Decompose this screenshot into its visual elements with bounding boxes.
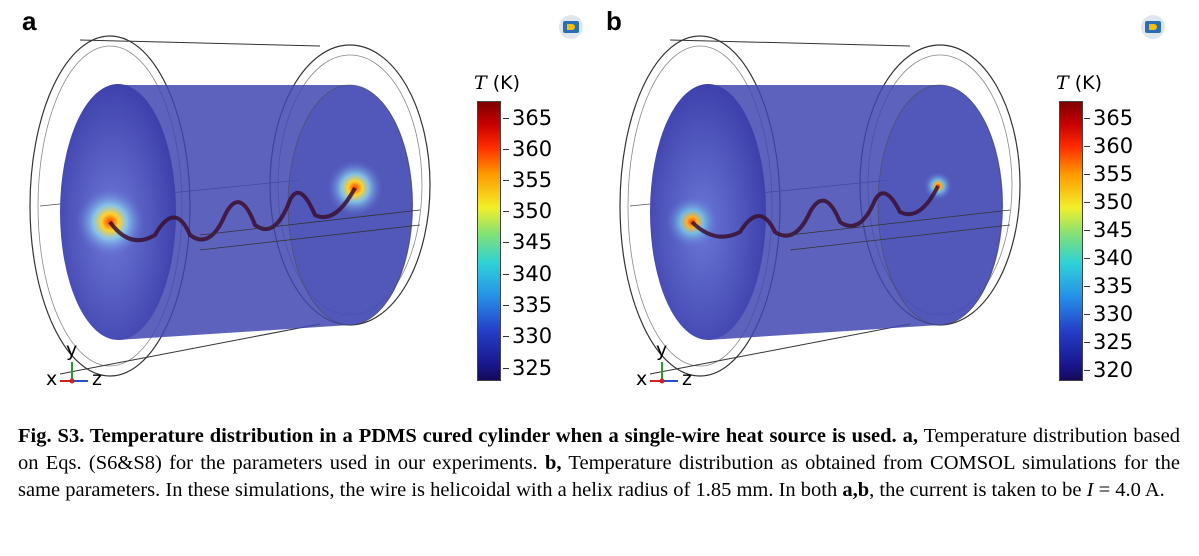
caption-heading: Fig. S3. Temperature distribution in a P…	[18, 425, 918, 447]
figure-panel-b: b y x z	[590, 0, 1180, 400]
colorbar-tick: 355	[502, 168, 553, 192]
colorbar-tick: 340	[1083, 246, 1134, 270]
colorbar-tick: 345	[1083, 218, 1134, 242]
comsol-logo-icon	[559, 15, 583, 39]
colorbar-tick: 320	[1083, 358, 1134, 382]
current-symbol: I	[1086, 479, 1094, 501]
y-axis-label: y	[66, 339, 78, 361]
y-axis-label: y	[656, 339, 668, 361]
colorbar-tick: 325	[502, 356, 553, 380]
panel-label: b	[606, 6, 622, 36]
colorbar-tick: 330	[1083, 302, 1134, 326]
colorbar-title: T (K)	[474, 72, 521, 94]
colorbar-tick: 365	[1083, 106, 1134, 130]
caption-text: , the current is taken to be	[869, 479, 1087, 501]
colorbar-tick: 330	[502, 324, 553, 348]
colorbar-tick: 350	[502, 199, 553, 223]
colorbar-tick: 350	[1083, 190, 1134, 214]
caption-panels-ab-label: a,b	[842, 479, 870, 501]
figure-panel-a: a	[0, 0, 590, 400]
colorbar-tick: 365	[502, 106, 553, 130]
colorbar-tick: 325	[1083, 330, 1134, 354]
x-axis-label: x	[636, 368, 648, 390]
colorbar-tick: 335	[1083, 274, 1134, 298]
z-axis-label: z	[682, 368, 692, 390]
colorbar-tick: 345	[502, 230, 553, 254]
comsol-logo-icon	[1141, 15, 1165, 39]
colorbar-tick: 355	[1083, 162, 1134, 186]
caption-text: Temperature distribution based on Eqs. (…	[18, 425, 1180, 474]
colorbar-tick: 335	[502, 293, 553, 317]
colorbar-tick: 340	[502, 262, 553, 286]
temperature-cylinder-render	[619, 35, 1021, 384]
z-axis-label: z	[92, 368, 102, 390]
colorbar-tick: 360	[502, 137, 553, 161]
colorbar-title: T (K)	[1056, 72, 1103, 94]
caption-panel-b-label: b,	[544, 452, 562, 474]
caption-text: Temperature distribution as obtained fro…	[18, 452, 1180, 501]
caption-text: = 4.0 A.	[1093, 479, 1165, 501]
figure-caption: Fig. S3. Temperature distribution in a P…	[18, 423, 1180, 504]
temperature-cylinder-render	[29, 35, 431, 384]
colorbar	[1059, 101, 1083, 381]
x-axis-label: x	[46, 368, 58, 390]
panel-label: a	[22, 6, 37, 36]
colorbar	[477, 101, 501, 381]
colorbar-tick: 360	[1083, 134, 1134, 158]
